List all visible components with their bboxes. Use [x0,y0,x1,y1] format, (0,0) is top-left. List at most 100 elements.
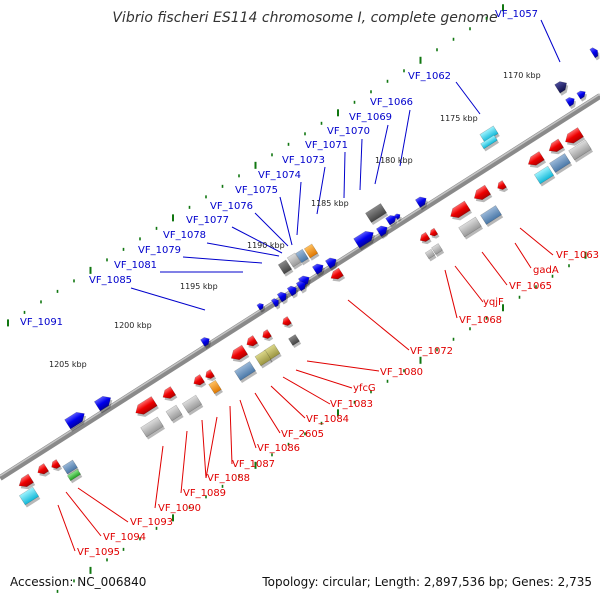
callout-line [519,227,554,256]
gene-block [246,335,260,349]
gene-label-vf1071: VF_1071 [305,140,348,151]
kbp-label-1185: 1185 kbp [311,199,349,208]
callout-line [180,430,188,494]
gene-label-vf1093: VF_1093 [130,517,173,528]
gene-block [473,184,493,203]
gene-block [208,379,223,397]
gene-label-vf1077: VF_1077 [186,215,229,226]
gene-block [66,468,83,484]
gene-block [51,459,63,472]
gene-label-vf1081: VF_1081 [114,260,157,271]
callout-line [65,491,102,537]
map-title: Vibrio fischeri ES114 chromosome I, comp… [112,10,498,26]
gene-label-vf1084: VF_1084 [306,414,349,425]
gene-label-vf1095: VF_1095 [77,547,120,558]
gene-label-vf1088: VF_1088 [207,473,250,484]
kbp-label-1195: 1195 kbp [180,282,218,291]
callout-line [239,399,257,449]
accession-text: Accession: NC_006840 [10,575,147,589]
gene-label-vf1070: VF_1070 [327,126,370,137]
kbp-label-1175: 1175 kbp [440,114,478,123]
gene-block [353,230,376,251]
callout-line [77,487,129,523]
gene-block [565,127,586,146]
gene-block [419,231,432,245]
gene-block [162,386,178,402]
gene-label-vf1078: VF_1078 [163,230,206,241]
callout-line [359,138,363,191]
callout-line [454,265,484,303]
gene-block [270,298,281,310]
gene-block [394,213,402,222]
gene-block [325,257,338,272]
callout-line [540,19,561,63]
gene-block [288,334,302,349]
gene-block [376,225,389,240]
callout-line [444,269,458,319]
kbp-label-1170: 1170 kbp [503,71,541,80]
callout-line [201,419,207,479]
callout-line [282,376,331,405]
kbp-label-1200: 1200 kbp [114,321,152,330]
gene-label-vf1080: VF_1080 [380,367,423,378]
callout-line [154,445,164,509]
gene-label-vf1065: VF_1065 [509,281,552,292]
gene-label-vf1075: VF_1075 [235,185,278,196]
callout-line [254,392,281,434]
gene-block [497,180,509,193]
gene-block [527,151,547,168]
gene-block [256,303,266,313]
gene-label-vf1085: VF_1085 [89,275,132,286]
gene-block [480,205,504,228]
gene-label-vf1076: VF_1076 [210,201,253,212]
callout-line [374,124,389,185]
callout-line [514,242,532,269]
gene-block [385,215,398,228]
callout-line [205,416,218,479]
upper-tick-row [7,4,504,327]
gene-block [458,216,484,240]
gene-block [205,369,217,382]
gene-block [576,90,587,102]
tick-rows [7,4,587,593]
gene-block [480,134,499,152]
callout-line [295,369,353,389]
callout-line [229,405,233,465]
gene-block [415,196,428,211]
gene-block [135,396,159,417]
gene-features [18,47,600,508]
genome-summary-text: Topology: circular; Length: 2,897,536 bp… [262,575,592,589]
gene-block [312,263,325,278]
gene-label-vf1090: VF_1090 [158,503,201,514]
gene-block [64,411,87,432]
callout-line [182,256,263,264]
gene-block [431,243,445,258]
gene-label-vf1069: VF_1069 [349,112,392,123]
gene-label-vf1086: VF_1086 [257,443,300,454]
gene-label-vf1079: VF_1079 [138,245,181,256]
gene-block [568,139,594,163]
gene-block [200,337,211,350]
kbp-label-1190: 1190 kbp [247,241,285,250]
gene-label-vf1094: VF_1094 [103,532,146,543]
kbp-label-1180: 1180 kbp [375,156,413,165]
gene-label-vf1063: VF_1063 [556,250,599,261]
gene-block [18,473,36,490]
gene-block [303,243,320,261]
gene-block [230,344,250,363]
callout-line [455,81,481,115]
gene-label-vf1091: VF_1091 [20,317,63,328]
gene-label-gada: gadA [533,265,559,276]
gene-block [565,97,576,110]
gene-block [193,374,207,388]
gene-block [254,349,273,369]
kbp-label-1205: 1205 kbp [49,360,87,369]
gene-block [93,396,113,414]
callout-line [130,287,206,311]
gene-block [298,275,311,290]
gene-block [450,200,473,221]
gene-label-vf1087: VF_1087 [232,459,275,470]
callout-line [481,251,508,286]
gene-block [181,394,204,416]
